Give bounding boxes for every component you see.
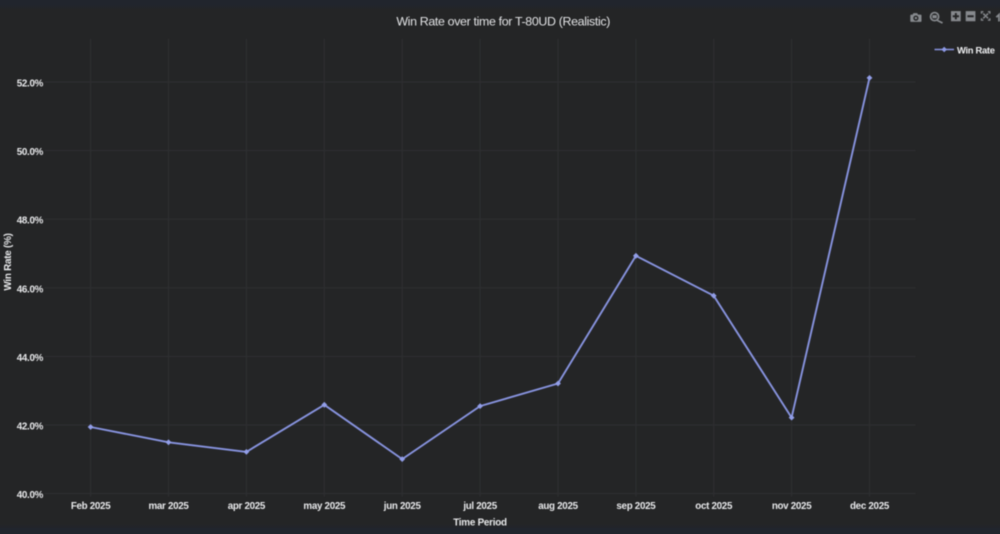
svg-text:nov 2025: nov 2025 [772, 501, 812, 512]
svg-text:Win Rate (%): Win Rate (%) [3, 233, 14, 290]
svg-text:apr 2025: apr 2025 [228, 501, 266, 512]
svg-text:42.0%: 42.0% [17, 422, 44, 433]
svg-text:46.0%: 46.0% [17, 284, 44, 295]
svg-text:44.0%: 44.0% [17, 353, 44, 364]
svg-text:jul 2025: jul 2025 [462, 501, 497, 512]
svg-text:Feb 2025: Feb 2025 [71, 501, 111, 512]
svg-text:48.0%: 48.0% [17, 216, 44, 227]
svg-text:40.0%: 40.0% [17, 490, 44, 501]
svg-text:aug 2025: aug 2025 [538, 501, 578, 512]
svg-text:oct 2025: oct 2025 [695, 501, 733, 512]
svg-text:jun 2025: jun 2025 [383, 501, 422, 512]
svg-text:mar 2025: mar 2025 [148, 501, 189, 512]
svg-text:may 2025: may 2025 [303, 501, 346, 512]
svg-text:52.0%: 52.0% [17, 79, 44, 90]
svg-text:dec 2025: dec 2025 [850, 501, 890, 512]
svg-text:sep 2025: sep 2025 [616, 501, 656, 512]
svg-text:Win Rate: Win Rate [957, 44, 995, 55]
svg-text:Time Period: Time Period [453, 518, 507, 529]
svg-text:50.0%: 50.0% [17, 147, 44, 158]
svg-text:Win Rate over time for T-80UD: Win Rate over time for T-80UD (Realistic… [396, 15, 610, 29]
